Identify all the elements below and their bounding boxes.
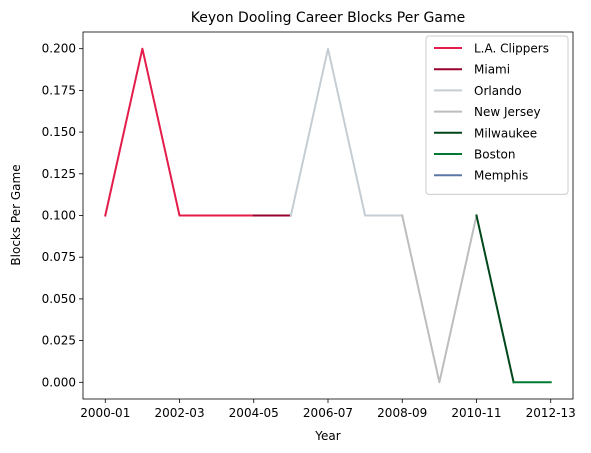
series-line-milwaukee — [475, 214, 515, 384]
legend: L.A. Clippers Miami Orlando New Jersey Milwa… — [425, 35, 569, 195]
y-tick-label: 0.000 — [42, 375, 76, 389]
y-tick-label: 0.125 — [42, 167, 76, 181]
legend-label-orlando: Orlando — [474, 84, 522, 98]
y-tick-label: 0.100 — [42, 209, 76, 223]
y-tick-label: 0.025 — [42, 334, 76, 348]
x-tick-label: 2006-07 — [303, 406, 353, 420]
chart-title: Keyon Dooling Career Blocks Per Game — [191, 10, 465, 26]
y-tick-label: 0.150 — [42, 125, 76, 139]
x-tick-label: 2002-03 — [154, 406, 204, 420]
legend-label-milwaukee: Milwaukee — [474, 126, 537, 140]
x-axis-label: Year — [314, 429, 340, 443]
x-tick-label: 2004-05 — [229, 406, 279, 420]
y-axis-label: Blocks Per Game — [9, 164, 23, 265]
x-tick-label: 2010-11 — [451, 406, 501, 420]
legend-label-l-a-clippers: L.A. Clippers — [474, 42, 549, 56]
y-tick-label: 0.200 — [42, 42, 76, 56]
x-tick-label: 2012-13 — [526, 406, 576, 420]
y-tick-label: 0.175 — [42, 83, 76, 97]
y-tick-label: 0.050 — [42, 292, 76, 306]
legend-label-new-jersey: New Jersey — [474, 105, 541, 119]
series-line-new-jersey — [401, 214, 478, 384]
x-tick-label: 2008-09 — [377, 406, 427, 420]
series-line-l-a-clippers — [104, 47, 255, 217]
legend-label-boston: Boston — [474, 148, 515, 162]
y-tick-label: 0.075 — [42, 250, 76, 264]
x-tick-label: 2000-01 — [80, 406, 130, 420]
plot-area: 0.000 0.025 0.050 0.075 0.100 0.125 0.150 0.175… — [42, 31, 576, 420]
series-line-orlando — [289, 47, 404, 217]
legend-label-memphis: Memphis — [474, 169, 528, 183]
legend-label-miami: Miami — [474, 63, 510, 77]
